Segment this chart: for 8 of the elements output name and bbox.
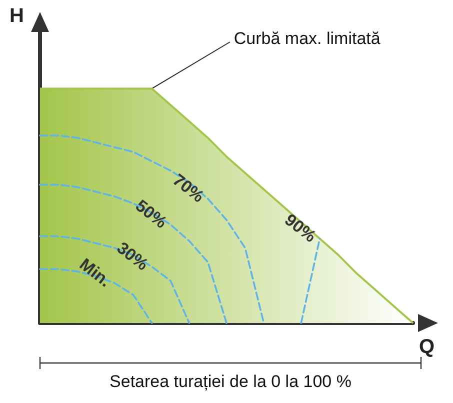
text: Curbă max. limitată xyxy=(234,29,381,48)
text: 50% xyxy=(132,196,170,232)
text: 30% xyxy=(113,238,152,274)
x-axis-title: Q xyxy=(419,336,435,358)
text: 70% xyxy=(169,170,208,206)
y-axis-title: H xyxy=(10,5,24,27)
text: 90% xyxy=(281,210,320,246)
text: Setarea turației de la 0 la 100 % xyxy=(110,372,352,391)
